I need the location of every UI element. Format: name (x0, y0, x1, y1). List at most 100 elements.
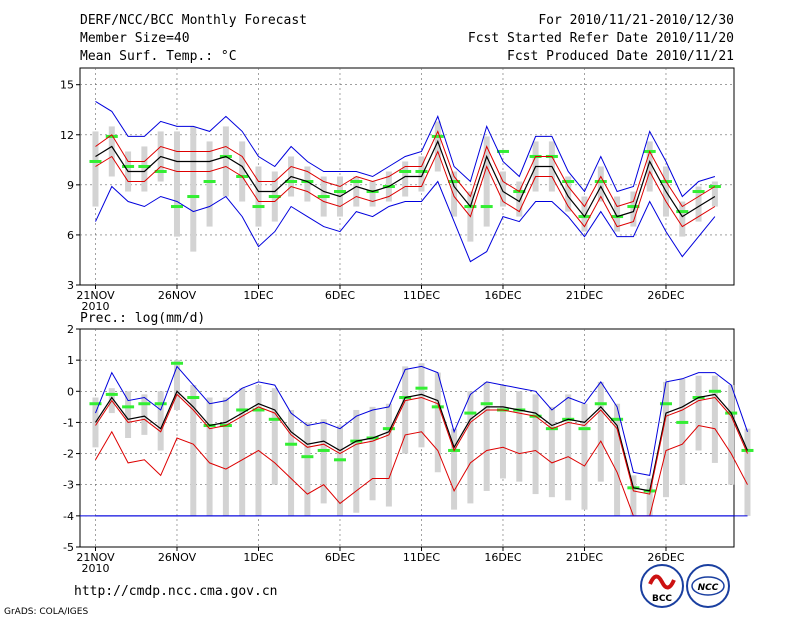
temp-range-bar (451, 171, 458, 217)
precip-range-bar (711, 375, 718, 463)
temp-green-marker (268, 195, 281, 199)
precip-range-bar (614, 403, 621, 516)
temp-green-marker (496, 149, 509, 153)
precip-green-marker (138, 402, 151, 406)
temp-green-marker (105, 134, 118, 138)
temp-range-bar (646, 141, 653, 192)
precip-range-bar (157, 391, 164, 451)
precip-range-bar (141, 394, 148, 435)
precip-upper-spread-line (95, 393, 748, 495)
precip-range-bar (565, 394, 572, 501)
temp-member-min-line (95, 180, 716, 263)
precip-green-marker (285, 442, 298, 446)
precip-range-bar (353, 409, 360, 513)
temp-range-bar (711, 181, 718, 207)
precip-green-marker (464, 411, 477, 415)
precip-x-tick-label: 11DEC (403, 551, 440, 564)
precip-green-marker (382, 427, 395, 431)
precip-ensemble-mean-line (94, 390, 749, 492)
temp-y-tick-label: 12 (60, 129, 74, 142)
bcc-logo-text: BCC (652, 594, 672, 604)
precip-green-marker (415, 386, 428, 390)
temp-range-bar (630, 191, 637, 227)
temp-range-bar (483, 136, 490, 227)
precip-y-tick-label: -3 (63, 479, 74, 492)
temp-green-marker (676, 210, 689, 214)
temp-range-bar (222, 126, 229, 197)
temp-range-bar (173, 131, 180, 237)
temp-range-bar (353, 176, 360, 207)
precip-x-tick-label: 16DEC (484, 551, 521, 564)
temp-range-bar (239, 141, 246, 202)
precip-range-bar (239, 388, 246, 516)
precip-range-bar (646, 478, 653, 516)
temp-upper-spread-line (95, 130, 716, 208)
member-size: Member Size=40 (80, 31, 190, 46)
precip-range-bar (92, 397, 99, 448)
temp-range-bar (581, 196, 588, 232)
precip-x-tick-label: 6DEC (325, 551, 355, 564)
temp-y-tick-label: 6 (67, 229, 74, 242)
precip-range-bar (304, 422, 311, 516)
temp-green-marker (594, 180, 607, 184)
precip-range-bar (728, 385, 735, 485)
temp-green-marker (187, 195, 200, 199)
precip-green-marker (122, 405, 135, 409)
precip-member-max-line (95, 365, 748, 476)
temp-chart-panel: 3 6 9 12 15 21NOV 26NOV 1DEC 6DEC 11DEC 16DEC 21DEC… (60, 67, 735, 313)
precip-range-bar (483, 381, 490, 491)
temp-member-max-line (95, 100, 716, 198)
precip-y-tick-label: -5 (63, 541, 74, 554)
precip-green-marker (611, 417, 624, 421)
temp-x-year-label: 2010 (81, 300, 109, 313)
bcc-logo-ring (640, 564, 684, 608)
source-url[interactable]: http://cmdp.ncc.cma.gov.cn (74, 584, 278, 599)
precip-chart-panel: -5 -4 -3 -2 -1 0 1 2 21NOV 26NOV 1DEC 6DEC 11DEC 16DE… (63, 323, 754, 575)
precip-range-bar (662, 381, 669, 498)
temp-x-tick-label: 1DEC (243, 289, 273, 302)
precip-green-marker (252, 408, 265, 412)
temp-y-tick-label: 9 (67, 179, 74, 192)
precip-green-marker (268, 417, 281, 421)
temp-green-marker (317, 195, 330, 199)
precip-x-tick-label: 21DEC (566, 551, 603, 564)
temp-x-tick-label: 11DEC (403, 289, 440, 302)
precip-green-marker (187, 396, 200, 400)
temp-green-marker (448, 180, 461, 184)
temp-green-marker (480, 205, 493, 209)
temp-range-bar (499, 171, 506, 207)
precip-range-bar (467, 391, 474, 504)
precip-y-tick-label: 0 (67, 385, 74, 398)
precip-x-tick-label: 26NOV (158, 551, 197, 564)
precip-range-bar (385, 403, 392, 507)
precip-green-marker (659, 402, 672, 406)
precip-y-tick-label: 1 (67, 354, 74, 367)
temp-green-marker (350, 180, 363, 184)
precip-x-tick-label: 21NOV (76, 551, 115, 564)
temp-green-marker (627, 205, 640, 209)
temp-range-bar (679, 201, 686, 237)
precip-y-tick-label: 2 (67, 323, 74, 336)
temp-green-marker (333, 190, 346, 194)
precip-range-bar (581, 403, 588, 510)
temp-range-bar (695, 186, 702, 222)
temp-range-bar (255, 166, 262, 227)
grads-credit: GrADS: COLA/IGES (4, 607, 88, 617)
precip-range-bar (744, 428, 751, 516)
precip-range-bar (271, 388, 278, 485)
precip-y-tick-label: -4 (63, 510, 74, 523)
precip-green-marker (578, 427, 591, 431)
temp-y-tick-label: 3 (67, 279, 74, 292)
temp-green-marker (285, 180, 298, 184)
precip-range-bar (630, 475, 637, 516)
ncc-logo-ring (686, 564, 730, 608)
precip-green-marker (480, 402, 493, 406)
precip-range-bar (597, 381, 604, 482)
temp-range-bar (92, 131, 99, 207)
precip-x-tick-label: 1DEC (243, 551, 273, 564)
temp-range-bar (141, 146, 148, 192)
temp-green-marker (252, 205, 265, 209)
precip-range-bar (516, 391, 523, 482)
precip-green-marker (594, 402, 607, 406)
precip-range-bar (548, 406, 555, 498)
